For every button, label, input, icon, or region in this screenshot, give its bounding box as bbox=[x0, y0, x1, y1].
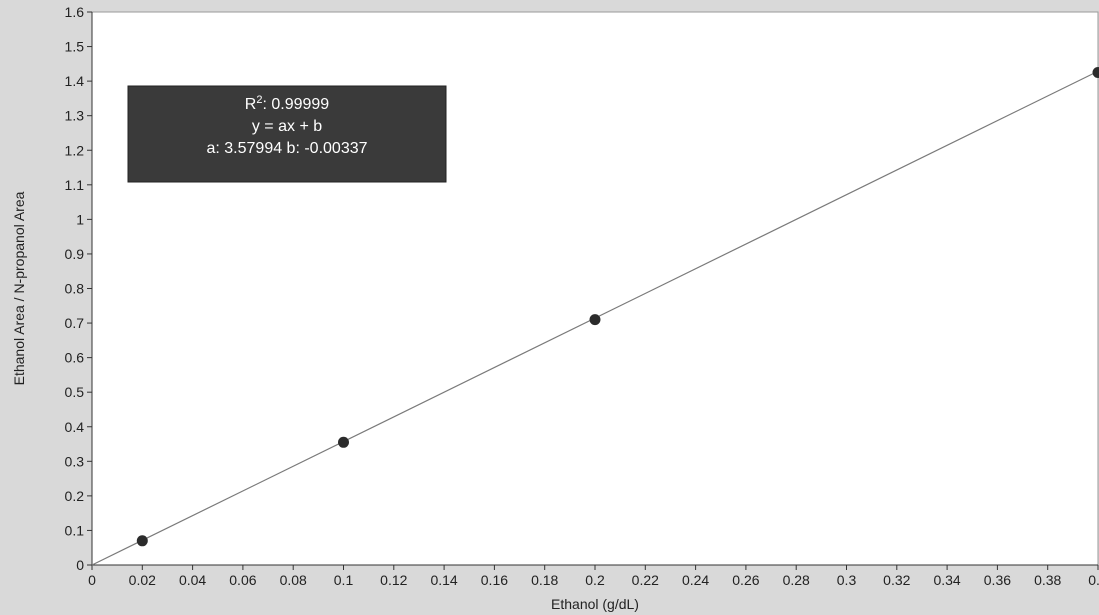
y-axis-label: Ethanol Area / N-propanol Area bbox=[11, 191, 27, 385]
r-squared-superscript: 2 bbox=[256, 94, 262, 106]
x-tick-label: 0.3 bbox=[837, 572, 857, 588]
y-tick-label: 0.7 bbox=[65, 315, 85, 331]
x-tick-label: 0.38 bbox=[1034, 572, 1061, 588]
y-tick-label: 0.5 bbox=[65, 384, 85, 400]
data-point bbox=[136, 535, 148, 547]
data-point bbox=[1092, 66, 1099, 78]
y-tick-label: 1.1 bbox=[65, 177, 85, 193]
x-tick-label: 0.4 bbox=[1088, 572, 1099, 588]
x-tick-label: 0.12 bbox=[380, 572, 407, 588]
x-tick-label: 0.02 bbox=[129, 572, 156, 588]
data-point bbox=[589, 314, 601, 326]
r-squared-value: : 0.99999 bbox=[262, 96, 329, 113]
x-tick-label: 0.22 bbox=[632, 572, 659, 588]
x-tick-label: 0.24 bbox=[682, 572, 709, 588]
coefficients-text: a: 3.57994 b: -0.00337 bbox=[206, 140, 367, 157]
x-tick-label: 0.04 bbox=[179, 572, 206, 588]
y-tick-label: 1.6 bbox=[65, 4, 85, 20]
x-tick-label: 0.16 bbox=[481, 572, 508, 588]
y-tick-label: 0.4 bbox=[65, 419, 85, 435]
data-point bbox=[338, 436, 349, 448]
equation-text: y = ax + b bbox=[252, 118, 322, 135]
x-tick-label: 0.26 bbox=[732, 572, 759, 588]
x-tick-label: 0.1 bbox=[334, 572, 354, 588]
y-tick-label: 0.6 bbox=[65, 350, 85, 366]
r-squared-symbol: R bbox=[245, 96, 257, 113]
y-tick-label: 0.8 bbox=[65, 281, 85, 297]
y-tick-label: 0.1 bbox=[65, 522, 85, 538]
x-tick-label: 0.06 bbox=[229, 572, 256, 588]
data-points bbox=[136, 66, 1099, 547]
y-tick-label: 1 bbox=[76, 211, 84, 227]
r-squared-text: R2: 0.99999 bbox=[245, 94, 330, 113]
axis-ticks: 0 0.02 0.04 0.06 0.08 0.1 0.12 0.14 0.16 0.18 0.2 0… bbox=[65, 4, 1099, 588]
x-tick-label: 0.08 bbox=[280, 572, 307, 588]
y-tick-label: 0.2 bbox=[65, 488, 85, 504]
y-tick-label: 1.5 bbox=[65, 39, 85, 55]
x-tick-label: 0.2 bbox=[585, 572, 605, 588]
y-tick-label: 0 bbox=[76, 557, 84, 573]
annotation-box bbox=[127, 85, 447, 183]
x-tick-label: 0.34 bbox=[933, 572, 960, 588]
regression-annotation: R2: 0.99999 y = ax + b a: 3.57994 b: -0.… bbox=[127, 85, 447, 183]
x-tick-label: 0.18 bbox=[531, 572, 558, 588]
x-tick-label: 0.14 bbox=[430, 572, 457, 588]
y-tick-label: 1.3 bbox=[65, 108, 85, 124]
y-tick-label: 0.3 bbox=[65, 453, 85, 469]
x-tick-label: 0.36 bbox=[984, 572, 1011, 588]
y-tick-label: 1.2 bbox=[65, 142, 85, 158]
x-tick-label: 0.28 bbox=[783, 572, 810, 588]
x-tick-label: 0 bbox=[88, 572, 96, 588]
y-tick-label: 1.4 bbox=[65, 73, 85, 89]
x-tick-label: 0.32 bbox=[883, 572, 910, 588]
y-tick-label: 0.9 bbox=[65, 246, 85, 262]
x-axis-label: Ethanol (g/dL) bbox=[551, 596, 639, 612]
